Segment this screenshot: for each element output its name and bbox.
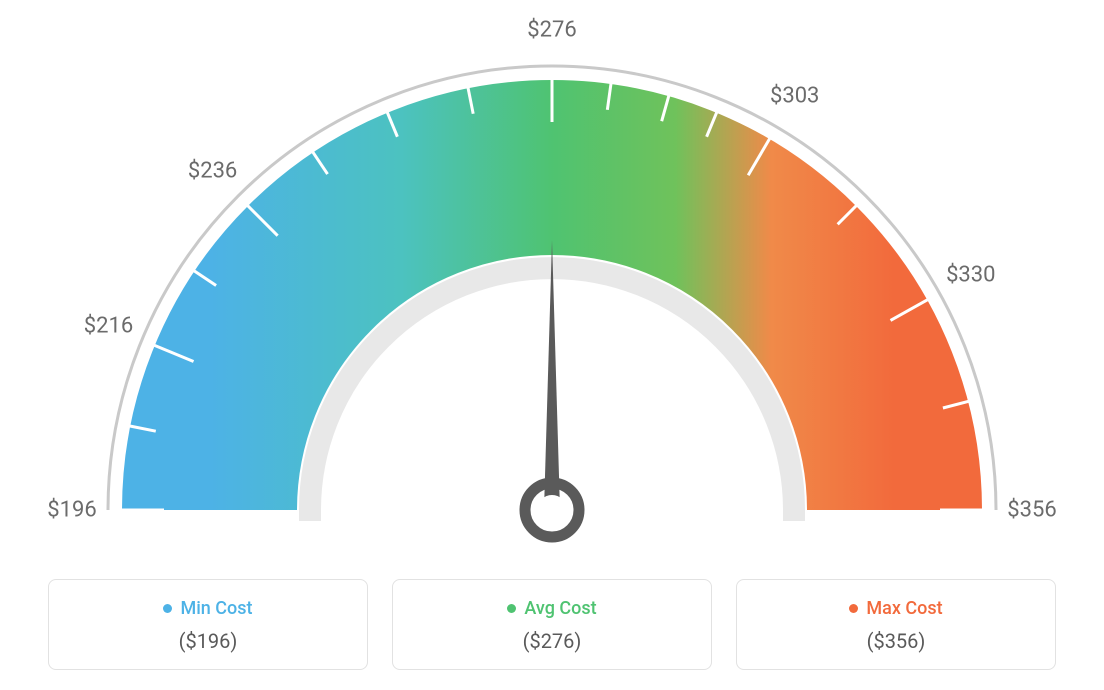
legend-title-text: Avg Cost	[524, 598, 596, 619]
legend-title-max: Max Cost	[849, 598, 942, 619]
gauge-tick-label: $236	[188, 158, 237, 183]
cost-gauge: $196 $216 $236 $276 $303 $330 $356	[0, 0, 1104, 560]
gauge-tick-label: $216	[84, 314, 133, 339]
legend-title-avg: Avg Cost	[507, 598, 596, 619]
legend-value-avg: ($276)	[403, 629, 701, 653]
legend-title-min: Min Cost	[163, 598, 252, 619]
legend-card-max: Max Cost ($356)	[736, 579, 1056, 670]
legend-card-avg: Avg Cost ($276)	[392, 579, 712, 670]
dot-icon	[849, 604, 858, 613]
legend-card-min: Min Cost ($196)	[48, 579, 368, 670]
gauge-tick-label: $276	[527, 18, 576, 43]
gauge-tick-label: $196	[47, 498, 96, 523]
legend-value-min: ($196)	[59, 629, 357, 653]
legend-title-text: Max Cost	[866, 598, 942, 619]
gauge-tick-label: $330	[946, 263, 995, 288]
legend-title-text: Min Cost	[180, 598, 252, 619]
dot-icon	[163, 604, 172, 613]
gauge-needle	[544, 240, 560, 510]
gauge-tick-label: $356	[1007, 498, 1056, 523]
gauge-hub-inner	[537, 495, 567, 525]
gauge-tick-label: $303	[770, 83, 819, 108]
legend-value-max: ($356)	[747, 629, 1045, 653]
dot-icon	[507, 604, 516, 613]
legend-row: Min Cost ($196) Avg Cost ($276) Max Cost…	[0, 579, 1104, 670]
gauge-svg	[0, 0, 1104, 560]
